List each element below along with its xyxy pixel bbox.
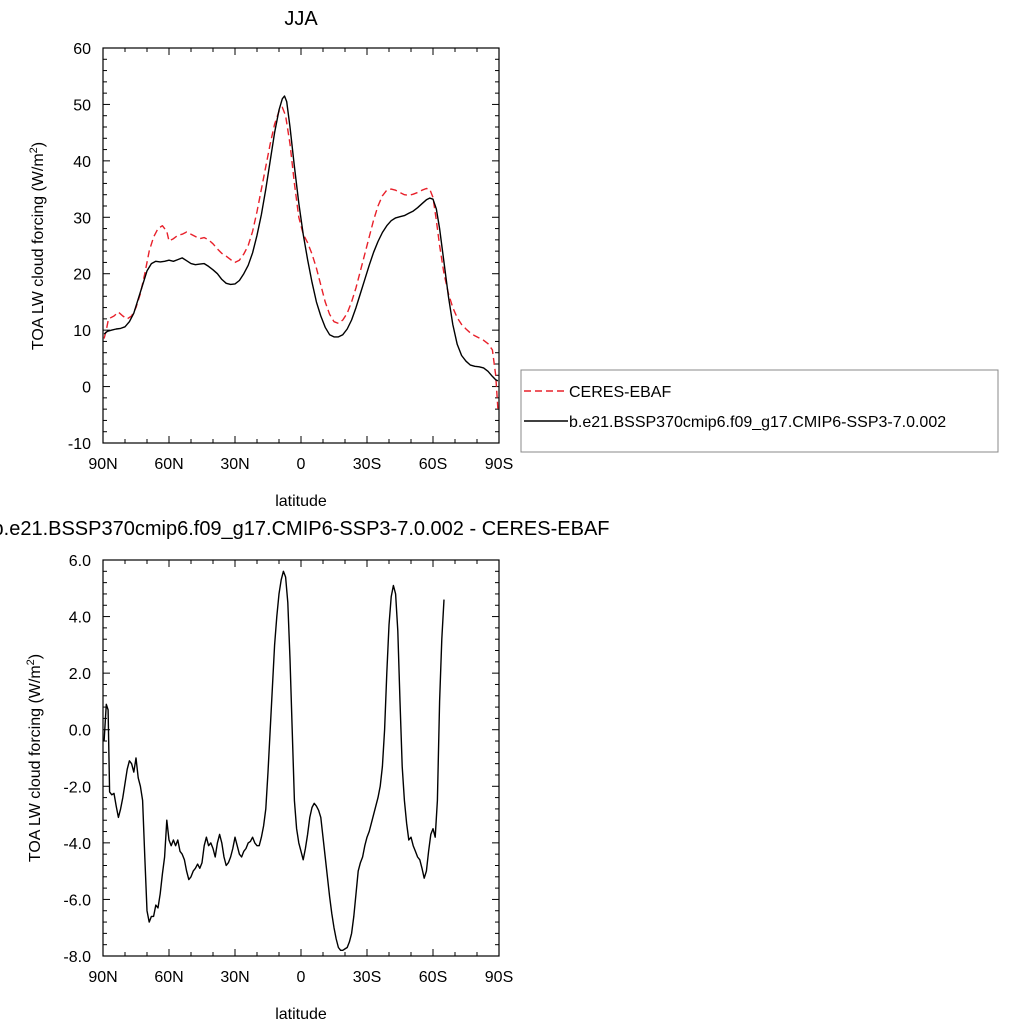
chart-top-y-axis-label: TOA LW cloud forcing (W/m2) [28, 142, 47, 350]
chart-bottom-y-axis-label: TOA LW cloud forcing (W/m2) [25, 654, 44, 862]
x-tick-label: 90N [88, 969, 117, 986]
x-tick-label: 0 [297, 969, 306, 986]
chart-top-title: JJA [284, 8, 318, 30]
x-tick-label: 30N [220, 969, 249, 986]
y-tick-label: 60 [73, 41, 91, 58]
x-tick-label: 30S [353, 969, 381, 986]
chart-top-ticks: 90N 60N 30N 0 30S 60S 90S -10 0 10 20 30 40 50 60 [68, 41, 513, 473]
legend-label-ceres-ebaf: CERES-EBAF [569, 384, 671, 401]
y-tick-label: -4.0 [63, 836, 91, 853]
chart-bottom-title: b.e21.BSSP370cmip6.f09_g17.CMIP6-SSP3-7.… [0, 518, 609, 540]
chart-top: JJA 90N 60N 30N 0 30S 60S 90S-100102030405060 … [28, 8, 999, 510]
y-tick-label: 0.0 [69, 723, 91, 740]
top-series-line-0 [103, 106, 499, 410]
x-tick-label: 30N [220, 456, 249, 473]
x-tick-label: 0 [297, 456, 306, 473]
y-tick-label: 6.0 [69, 553, 91, 570]
x-tick-label: 30S [353, 456, 381, 473]
x-tick-label: 60N [154, 456, 183, 473]
legend-label-model: b.e21.BSSP370cmip6.f09_g17.CMIP6-SSP3-7.… [569, 414, 946, 431]
x-tick-label: 90S [485, 969, 513, 986]
legend-box [520, 369, 999, 453]
y-tick-label: 2.0 [69, 666, 91, 683]
y-tick-label: 10 [73, 323, 91, 340]
y-tick-label: 40 [73, 154, 91, 171]
top-series-line-1 [103, 95, 499, 382]
chart-bottom-series [103, 570, 445, 951]
chart-bottom-x-axis-label: latitude [275, 1006, 327, 1023]
y-tick-label: -6.0 [63, 892, 91, 909]
x-tick-label: 60N [154, 969, 183, 986]
chart-top-x-axis-label: latitude [275, 493, 327, 510]
chart-bottom: b.e21.BSSP370cmip6.f09_g17.CMIP6-SSP3-7.… [0, 518, 609, 1023]
chart-bottom-ticks: 90N 60N 30N 0 30S 60S 90S -8.0 -6.0 -4.0 -2.0 0.0 2.… [63, 553, 513, 986]
chart-top-legend: CERES-EBAF b.e21.BSSP370cmip6.f09_g17.CM… [520, 369, 999, 453]
x-tick-label: 90S [485, 456, 513, 473]
y-tick-label: -2.0 [63, 779, 91, 796]
y-tick-label: -10 [68, 436, 91, 453]
x-tick-label: 90N [88, 456, 117, 473]
chart-top-series [103, 95, 499, 410]
y-tick-label: 50 [73, 97, 91, 114]
bottom-series-line-0 [103, 570, 445, 951]
y-tick-label: -8.0 [63, 949, 91, 966]
x-tick-label: 60S [419, 969, 447, 986]
chart-bottom-plot-frame [102, 559, 500, 957]
y-tick-label: 0 [82, 380, 91, 397]
x-tick-label: 60S [419, 456, 447, 473]
y-tick-label: 30 [73, 210, 91, 227]
y-tick-label: 4.0 [69, 610, 91, 627]
y-tick-label: 20 [73, 267, 91, 284]
